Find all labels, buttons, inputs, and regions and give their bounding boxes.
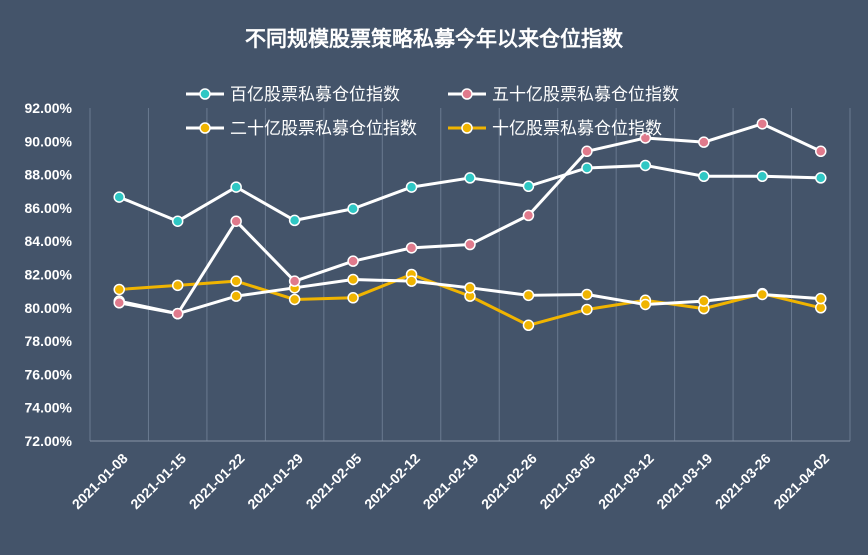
data-point xyxy=(230,275,242,287)
data-point xyxy=(347,292,359,304)
legend-label: 百亿股票私募仓位指数 xyxy=(230,85,400,105)
data-point xyxy=(581,288,593,301)
chart-title: 不同规模股票策略私募今年以来仓位指数 xyxy=(245,27,624,51)
legend-marker xyxy=(199,122,211,134)
y-tick-label: 92.00% xyxy=(25,100,73,116)
data-point xyxy=(405,181,418,193)
y-tick-label: 82.00% xyxy=(25,267,73,283)
data-point xyxy=(581,303,593,316)
series-group xyxy=(113,118,827,332)
data-point xyxy=(698,136,710,148)
legend-marker xyxy=(461,88,473,100)
data-point xyxy=(639,132,652,144)
legend-marker xyxy=(199,88,211,100)
data-point xyxy=(347,273,359,286)
data-point xyxy=(230,290,242,302)
data-point xyxy=(464,282,476,294)
data-point xyxy=(171,279,184,292)
y-tick-label: 80.00% xyxy=(25,300,73,316)
data-point xyxy=(405,275,418,287)
data-point xyxy=(522,180,535,193)
data-point xyxy=(815,292,827,305)
data-point xyxy=(288,293,301,306)
data-point xyxy=(464,172,476,184)
data-point xyxy=(230,215,242,227)
y-tick-label: 90.00% xyxy=(25,133,73,149)
data-point xyxy=(756,288,769,301)
grid xyxy=(89,108,851,442)
y-tick-label: 76.00% xyxy=(25,366,73,382)
data-point xyxy=(756,170,769,183)
data-point xyxy=(464,238,476,251)
data-point xyxy=(639,298,652,311)
data-point xyxy=(347,255,359,267)
y-tick-label: 88.00% xyxy=(25,167,73,183)
data-point xyxy=(171,307,184,320)
y-axis: 92.00% 90.00% 88.00% 86.00% 84.00% 82.00% 80.0… xyxy=(25,100,73,449)
data-point xyxy=(522,209,535,222)
legend-label: 五十亿股票私募仓位指数 xyxy=(492,85,679,105)
y-tick-label: 72.00% xyxy=(25,433,73,449)
data-point xyxy=(581,145,593,158)
data-point xyxy=(756,118,769,130)
data-point xyxy=(347,202,359,215)
data-point xyxy=(815,172,827,184)
data-point xyxy=(230,181,242,193)
data-point xyxy=(639,159,652,172)
data-point xyxy=(405,242,418,254)
data-point xyxy=(522,289,535,302)
y-tick-label: 78.00% xyxy=(25,333,73,349)
legend-marker xyxy=(461,122,473,134)
data-point xyxy=(698,170,710,183)
legend-label: 二十亿股票私募仓位指数 xyxy=(230,119,417,139)
data-point xyxy=(113,297,125,309)
data-point xyxy=(581,162,593,174)
data-point xyxy=(698,295,710,307)
y-tick-label: 84.00% xyxy=(25,233,73,249)
data-point xyxy=(522,319,535,332)
y-tick-label: 86.00% xyxy=(25,200,73,216)
data-point xyxy=(288,214,301,227)
y-tick-label: 74.00% xyxy=(25,400,73,416)
data-point xyxy=(288,275,301,287)
data-point xyxy=(171,215,184,227)
data-point xyxy=(113,191,125,203)
data-point xyxy=(113,283,125,296)
legend-label: 十亿股票私募仓位指数 xyxy=(492,119,662,139)
data-point xyxy=(815,145,827,158)
